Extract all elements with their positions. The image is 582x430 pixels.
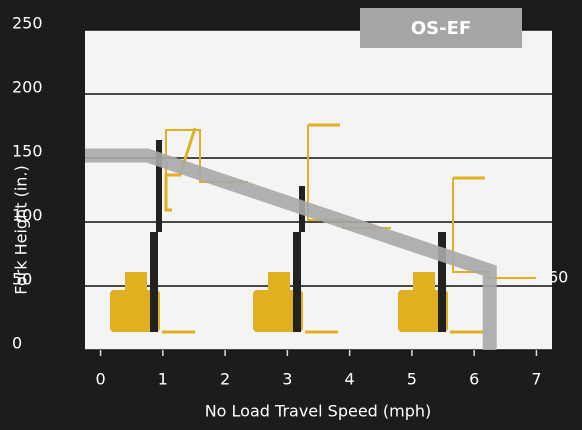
series-line [85, 148, 497, 350]
x-tick-label: 3 [282, 370, 292, 389]
y-tick-label: 100 [12, 206, 43, 225]
x-tick-label: 2 [220, 370, 230, 389]
x-tick-label: 5 [407, 370, 417, 389]
x-tick-label: 7 [531, 370, 541, 389]
y-tick-label: 200 [12, 78, 43, 97]
chart-label: OS-EF [411, 18, 471, 39]
x-tick-label: 1 [158, 370, 168, 389]
annotation: 60 [548, 268, 568, 287]
x-tick-label: 0 [95, 370, 105, 389]
y-tick-label: 150 [12, 142, 43, 161]
plot-area [85, 30, 552, 350]
truck [398, 176, 536, 334]
x-axis-label: No Load Travel Speed (mph) [205, 402, 432, 421]
x-tick-label: 4 [345, 370, 355, 389]
y-tick-label: 50 [12, 270, 32, 289]
y-axis-label: Fork Height (in.) [12, 165, 31, 294]
y-tick-label: 250 [12, 14, 43, 33]
label-box [360, 8, 522, 48]
x-tick-label: 6 [469, 370, 479, 389]
y-tick-label: 0 [12, 334, 22, 353]
